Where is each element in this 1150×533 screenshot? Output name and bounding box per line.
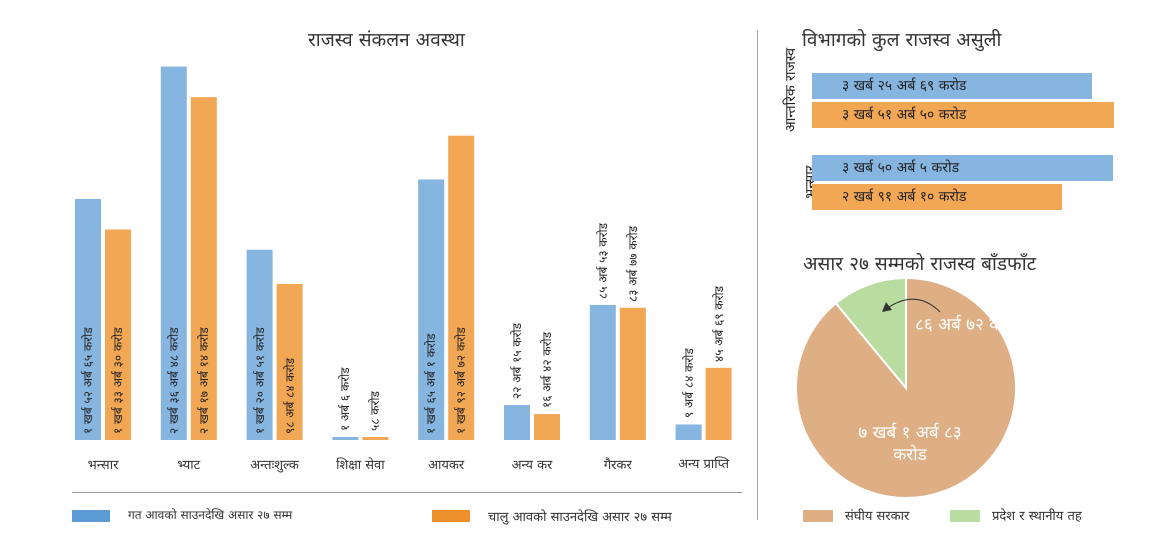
bar-previous-3 [332, 437, 359, 440]
arrow-icon [885, 298, 941, 313]
bar-chart-title: राजस्व संकलन अवस्था [308, 29, 465, 51]
bar-value-label: १ खर्ब ९२ अर्ब ७२ करोड [454, 327, 469, 434]
bar-previous-7 [675, 424, 702, 440]
category-label: अन्य कर [511, 458, 553, 473]
category-label: भन्सार [87, 458, 119, 473]
bar-value-label: ९८ अर्ब ८४ करोड [282, 357, 297, 434]
category-label: अन्य प्राप्ति [678, 457, 730, 472]
hbar-previous-0: ३ खर्ब २५ अर्ब ६९ करोड [812, 73, 1092, 99]
category-label: आयकर [428, 458, 465, 473]
bar-value-label: ९ अर्ब ८४ करोड [681, 348, 696, 419]
category-label: शिक्षा सेवा [336, 458, 385, 473]
pie-label-province: ८६ अर्ब ७२ करोड [915, 314, 1025, 336]
hbar-current-1: २ खर्ब ९१ अर्ब १० करोड [812, 184, 1063, 210]
pie-chart-title: असार २७ सम्मको राजस्व बाँडफाँट [803, 253, 1037, 275]
bar-value-label: ८५ अर्ब ५३ करोड [595, 222, 610, 299]
bar-value-label: १६ अर्ब ४२ करोड [540, 331, 554, 409]
bar-previous-1 [160, 66, 187, 440]
legend-previous-year: गत आवको साउनदेखि असार २७ सम्म [128, 508, 293, 522]
bar-value-label: ८३ अर्ब ७७ करोड [625, 225, 640, 302]
revenue-bar-chart [75, 66, 732, 441]
bar-value-label: २२ अर्ब १५ करोड [510, 322, 524, 400]
legend-swatch-previous [72, 510, 110, 522]
pie-label-province-text: ८६ अर्ब ७२ करोड [915, 315, 1023, 335]
bar-value-label: १ खर्ब ३३ अर्ब ३० करोड [111, 327, 125, 434]
bar-previous-6 [589, 304, 616, 440]
bar-value-label: १ खर्ब ५२ अर्ब ६५ करोड [81, 327, 95, 434]
bar-current-6 [619, 307, 646, 440]
legend-province: प्रदेश र स्थानीय तह [992, 509, 1082, 524]
bar-value-label: १ खर्ब ६५ अर्ब १ करोड [424, 333, 439, 434]
hbar-previous-1: ३ खर्ब ५० अर्ब ५ करोड [812, 155, 1113, 181]
bar-current-2 [276, 283, 303, 440]
bar-value-label: ४५ अर्ब ६९ करोड [711, 285, 726, 362]
bar-current-7 [705, 367, 732, 440]
bar-previous-0 [75, 198, 101, 440]
bar-value-label: १ खर्ब २० अर्ब ५१ करोड [252, 327, 267, 434]
hbar-current-0: ३ खर्ब ५१ अर्ब ५० करोड [812, 102, 1114, 128]
legend-swatch-current [432, 510, 470, 522]
bar-current-0 [105, 229, 131, 440]
bar-previous-4 [418, 179, 445, 440]
bar-current-4 [448, 135, 475, 440]
bar-value-label: १ अर्ब ६ करोड [338, 367, 353, 431]
bar-current-3 [362, 437, 389, 440]
bar-value-label: ५८ करोड [368, 391, 383, 431]
bar-current-1 [190, 97, 217, 441]
legend-swatch-province [950, 510, 980, 522]
pie-label-federal: ७ खर्ब १ अर्ब ८३ करोड [850, 422, 970, 466]
category-label: अन्तःशुल्क [250, 458, 299, 473]
vertical-divider [757, 30, 758, 520]
legend-swatch-federal [803, 510, 833, 522]
bar-value-label: २ खर्ब १७ अर्ब १४ करोड [196, 327, 211, 434]
bar-previous-2 [246, 249, 273, 440]
pie-label-federal-text: ७ खर्ब १ अर्ब ८३ करोड [858, 423, 962, 465]
legend-federal: संघीय सरकार [845, 509, 910, 524]
arrowhead-icon [882, 302, 892, 312]
bar-value-label: २ खर्ब ३६ अर्ब ४८ करोड [166, 327, 181, 434]
category-label: भ्याट [177, 458, 201, 473]
hbar-chart-title: विभागको कुल राजस्व असुली [802, 29, 1002, 51]
bar-current-5 [534, 414, 560, 440]
bar-previous-5 [504, 405, 530, 440]
legend-current-year: चालु आवको साउनदेखि असार २७ सम्म [488, 510, 672, 525]
revenue-pie-chart [795, 276, 1017, 499]
category-label: गैरकर [603, 458, 632, 473]
side-label-internal-revenue: आन्तरिक राजस्व [783, 47, 799, 132]
axis-divider [72, 492, 742, 493]
